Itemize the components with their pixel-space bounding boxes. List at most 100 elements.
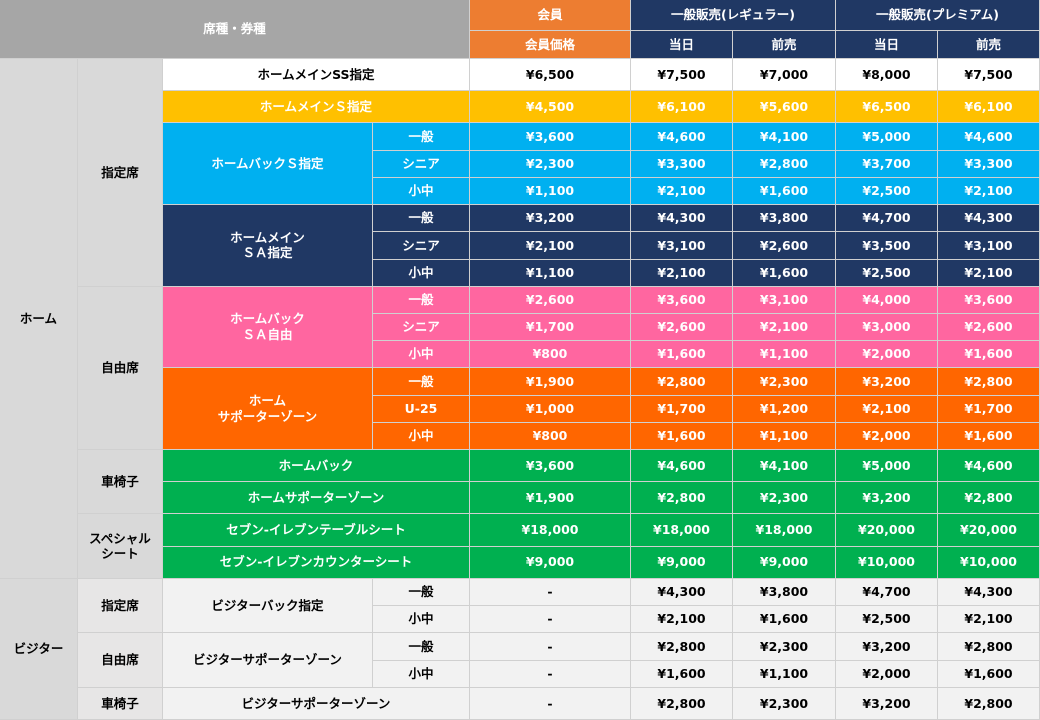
- seat-name: ホームバックＳ指定: [163, 123, 373, 206]
- price: ¥2,600: [631, 313, 733, 342]
- seat-name: ホームサポーターゾーン: [163, 482, 470, 515]
- price: ¥1,900: [470, 482, 631, 515]
- price: ¥9,000: [631, 546, 733, 579]
- header-sub: 当日: [631, 31, 733, 59]
- seat-name: セブン-イレブンカウンターシート: [163, 546, 470, 579]
- seat-name: セブン-イレブンテーブルシート: [163, 514, 470, 547]
- price: ¥1,100: [733, 660, 836, 688]
- seat-name: ホームメイン ＳＡ指定: [163, 205, 373, 287]
- price: ¥3,000: [836, 313, 938, 342]
- price: ¥9,000: [470, 546, 631, 579]
- price: ¥2,800: [938, 368, 1040, 396]
- price: ¥3,600: [470, 449, 631, 483]
- price: ¥2,500: [836, 259, 938, 287]
- price: ¥2,800: [631, 482, 733, 515]
- price: ¥4,100: [733, 123, 836, 151]
- price: ¥2,800: [938, 687, 1040, 720]
- price: ¥3,200: [836, 687, 938, 720]
- price: ¥1,700: [631, 395, 733, 423]
- ticket-type: シニア: [373, 150, 470, 178]
- price: ¥6,100: [938, 91, 1040, 124]
- category: 指定席: [78, 59, 163, 287]
- price: ¥2,800: [631, 687, 733, 720]
- price: ¥1,100: [733, 341, 836, 369]
- price: ¥4,300: [631, 205, 733, 233]
- price: -: [470, 578, 631, 607]
- header-sub: 前売: [938, 31, 1040, 59]
- price: ¥18,000: [631, 514, 733, 547]
- category: スペシャル シート: [78, 514, 163, 579]
- seat-name: ホームバック: [163, 449, 470, 483]
- price: ¥1,000: [470, 395, 631, 423]
- ticket-type: U-25: [373, 395, 470, 423]
- price: ¥3,800: [733, 205, 836, 233]
- price: ¥1,600: [631, 422, 733, 450]
- ticket-type: 小中: [373, 422, 470, 450]
- category: 車椅子: [78, 687, 163, 720]
- price: ¥4,700: [836, 205, 938, 233]
- price: ¥800: [470, 341, 631, 369]
- category: 指定席: [78, 578, 163, 634]
- header-sub: 前売: [733, 31, 836, 59]
- price: ¥4,000: [836, 286, 938, 314]
- price: ¥9,000: [733, 546, 836, 579]
- price: ¥4,100: [733, 449, 836, 483]
- price: ¥1,600: [938, 660, 1040, 688]
- price: ¥2,300: [733, 687, 836, 720]
- price: ¥2,100: [938, 259, 1040, 287]
- price: ¥20,000: [938, 514, 1040, 547]
- section: ビジター: [0, 578, 78, 720]
- seat-name: ビジターサポーターゾーン: [163, 687, 470, 720]
- price: ¥3,200: [836, 368, 938, 396]
- price: ¥2,800: [938, 482, 1040, 515]
- price: ¥3,200: [470, 205, 631, 233]
- price: ¥2,300: [470, 150, 631, 178]
- ticket-type: 小中: [373, 259, 470, 287]
- price: ¥2,100: [631, 259, 733, 287]
- price: -: [470, 687, 631, 720]
- price: ¥4,700: [836, 578, 938, 607]
- ticket-type: 小中: [373, 606, 470, 634]
- price: ¥1,200: [733, 395, 836, 423]
- price: ¥2,800: [631, 368, 733, 396]
- price: ¥3,300: [631, 150, 733, 178]
- price: ¥20,000: [836, 514, 938, 547]
- price: ¥7,500: [938, 59, 1040, 92]
- ticket-type: 一般: [373, 123, 470, 151]
- price: -: [470, 660, 631, 688]
- price: -: [470, 633, 631, 661]
- price: ¥4,600: [631, 123, 733, 151]
- ticket-type: 小中: [373, 341, 470, 369]
- price: ¥3,100: [733, 286, 836, 314]
- price: ¥10,000: [938, 546, 1040, 579]
- price: ¥5,000: [836, 123, 938, 151]
- seat-name: ホーム サポーターゾーン: [163, 368, 373, 450]
- price: ¥7,500: [631, 59, 733, 92]
- price: ¥6,100: [631, 91, 733, 124]
- price: ¥2,100: [938, 606, 1040, 634]
- header-sub: 会員価格: [470, 31, 631, 59]
- price: ¥2,100: [938, 177, 1040, 206]
- price: ¥2,800: [938, 633, 1040, 661]
- price: ¥2,300: [733, 633, 836, 661]
- category: 自由席: [78, 286, 163, 450]
- price: ¥3,200: [836, 482, 938, 515]
- price: ¥3,700: [836, 150, 938, 178]
- price: ¥4,300: [631, 578, 733, 607]
- price: ¥2,100: [836, 395, 938, 423]
- price: ¥2,000: [836, 422, 938, 450]
- seat-name: ホームメインＳ指定: [163, 91, 470, 124]
- header-group: 一般販売(プレミアム): [836, 0, 1040, 31]
- header-group: 一般販売(レギュラー): [631, 0, 836, 31]
- price: ¥3,600: [470, 123, 631, 151]
- ticket-type: 小中: [373, 177, 470, 206]
- price: ¥2,500: [836, 177, 938, 206]
- price: ¥4,500: [470, 91, 631, 124]
- price: ¥2,000: [836, 660, 938, 688]
- price: ¥3,300: [938, 150, 1040, 178]
- price: ¥1,600: [631, 341, 733, 369]
- price: ¥2,800: [733, 150, 836, 178]
- price: ¥1,600: [631, 660, 733, 688]
- price: ¥4,600: [938, 449, 1040, 483]
